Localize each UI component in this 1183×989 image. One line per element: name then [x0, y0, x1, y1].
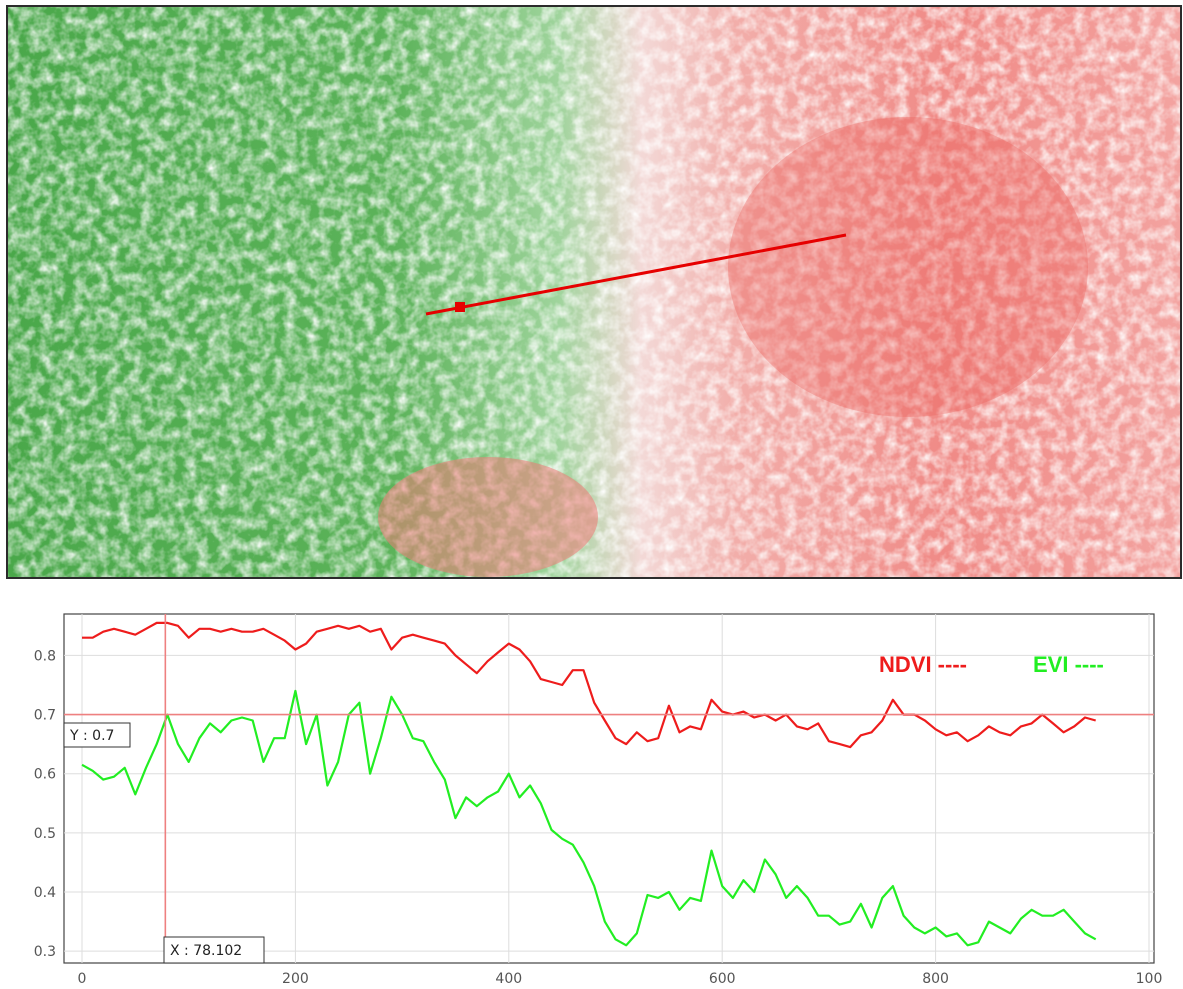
x-tick-label: 600	[709, 971, 736, 987]
y-tick-label: 0.5	[34, 826, 56, 842]
map-bare-patch	[378, 457, 598, 577]
transect-line[interactable]	[425, 233, 847, 316]
series-evi-line[interactable]	[81, 689, 1097, 947]
series-ndvi-line[interactable]	[82, 621, 1096, 749]
y-readout: Y : 0.7	[63, 722, 131, 748]
y-readout-box	[63, 722, 131, 748]
y-axis-ticks: 0.3 0.4 0.5 0.6 0.7 0.8	[34, 648, 56, 960]
profile-chart[interactable]: 0 200 400 600 800 100 0.3 0.4 0.5 0.6 0.7 0.8 NDVI…	[0, 590, 1183, 989]
x-readout-box	[163, 936, 265, 964]
x-tick-label: 400	[495, 971, 522, 987]
y-tick-label: 0.7	[34, 708, 56, 724]
transect-marker[interactable]	[455, 302, 465, 312]
map-texture	[8, 7, 1180, 577]
grid-vertical	[81, 614, 1150, 963]
y-readout-label: Y : 0.7	[69, 728, 114, 744]
series-layer	[81, 621, 1097, 947]
legend-evi: EVI ----	[1033, 652, 1104, 677]
y-tick-label: 0.3	[34, 944, 56, 960]
legend-ndvi: NDVI ----	[879, 652, 967, 677]
y-tick-label: 0.8	[34, 648, 56, 664]
x-tick-label: 200	[282, 971, 309, 987]
map-bare-patch	[728, 117, 1088, 417]
ndvi-map-panel[interactable]	[6, 5, 1182, 579]
ndvi-raster-map[interactable]	[8, 7, 1180, 577]
plot-area	[63, 613, 1155, 964]
legend: NDVI ---- EVI ----	[879, 652, 1104, 677]
y-tick-label: 0.4	[34, 885, 56, 901]
x-tick-label: 100	[1136, 971, 1163, 987]
profile-chart-panel: 0 200 400 600 800 100 0.3 0.4 0.5 0.6 0.7 0.8 NDVI…	[0, 590, 1183, 989]
x-tick-label: 0	[78, 971, 87, 987]
crosshair	[64, 614, 1154, 963]
x-axis-ticks: 0 200 400 600 800 100	[78, 971, 1163, 987]
y-tick-label: 0.6	[34, 767, 56, 783]
x-tick-label: 800	[922, 971, 949, 987]
x-readout-label: X : 78.102	[170, 943, 242, 959]
x-readout: X : 78.102	[163, 936, 265, 964]
